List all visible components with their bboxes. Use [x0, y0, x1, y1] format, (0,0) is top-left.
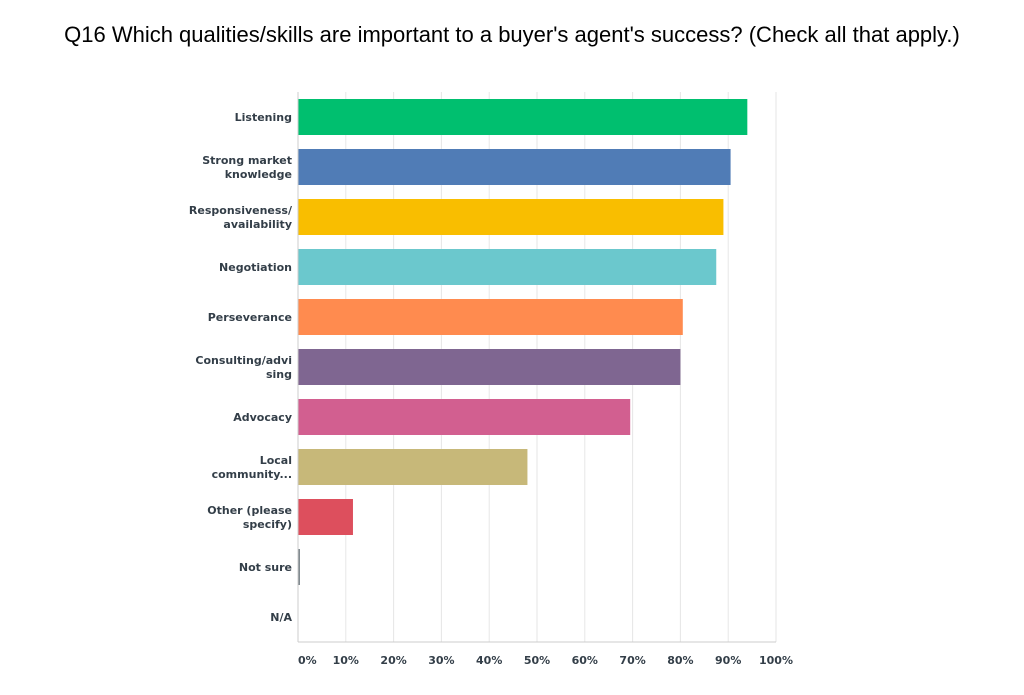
- x-tick-label: 50%: [524, 654, 550, 667]
- x-tick-label: 40%: [476, 654, 502, 667]
- category-label: Not sure: [239, 561, 292, 574]
- category-label-line: Strong market: [202, 154, 292, 167]
- category-label: Listening: [235, 111, 292, 124]
- category-label-line: knowledge: [225, 168, 292, 181]
- category-label: Other (please specify): [207, 504, 292, 531]
- category-label: Negotiation: [219, 261, 292, 274]
- x-tick-label: 20%: [380, 654, 406, 667]
- chart-title: Q16 Which qualities/skills are important…: [64, 22, 960, 47]
- category-label-line: Advocacy: [233, 411, 292, 424]
- x-tick-label: 70%: [619, 654, 645, 667]
- x-tick-label: 90%: [715, 654, 741, 667]
- bar: [298, 149, 731, 185]
- category-label-line: Negotiation: [219, 261, 292, 274]
- bar: [298, 299, 683, 335]
- x-tick-label: 30%: [428, 654, 454, 667]
- category-label-line: N/A: [270, 611, 292, 624]
- category-label: Local community...: [212, 454, 292, 481]
- category-label: Consulting/advi sing: [195, 354, 292, 381]
- category-label-line: community...: [212, 468, 292, 481]
- category-label: Advocacy: [233, 411, 292, 424]
- category-label-line: Local: [260, 454, 292, 467]
- category-label-line: Other (please: [207, 504, 292, 517]
- x-tick-label: 80%: [667, 654, 693, 667]
- bar: [298, 249, 717, 285]
- category-label: Responsiveness/availability: [189, 204, 293, 231]
- x-tick-labels: 0% 10% 20% 30% 40% 50% 60% 70% 80% 90% 100%: [298, 654, 793, 667]
- category-label-line: Responsiveness/: [189, 204, 293, 217]
- axes: [297, 92, 776, 643]
- category-label: Strong market knowledge: [202, 154, 292, 181]
- category-label: Perseverance: [208, 311, 292, 324]
- bar: [298, 99, 748, 135]
- category-label-line: Consulting/advi: [195, 354, 292, 367]
- category-labels: Listening Strong market knowledge Responsiv…: [189, 111, 293, 624]
- category-label: N/A: [270, 611, 292, 624]
- category-label-line: Perseverance: [208, 311, 292, 324]
- x-tick-label: 100%: [759, 654, 793, 667]
- x-tick-label: 10%: [333, 654, 359, 667]
- x-tick-label: 60%: [572, 654, 598, 667]
- bar: [298, 499, 353, 535]
- category-label-line: specify): [243, 518, 292, 531]
- x-tick-label: 0%: [298, 654, 317, 667]
- bar: [298, 199, 724, 235]
- category-label-line: Listening: [235, 111, 292, 124]
- bar: [298, 349, 681, 385]
- category-label-line: availability: [223, 218, 292, 231]
- bar: [298, 449, 528, 485]
- category-label-line: sing: [266, 368, 292, 381]
- category-label-line: Not sure: [239, 561, 292, 574]
- bars: [298, 99, 748, 585]
- bar: [298, 549, 300, 585]
- bar: [298, 399, 631, 435]
